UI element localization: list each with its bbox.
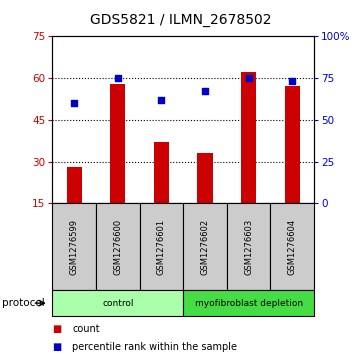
Text: GSM1276601: GSM1276601 xyxy=(157,219,166,275)
Text: GSM1276604: GSM1276604 xyxy=(288,219,297,275)
Bar xyxy=(241,73,256,203)
Point xyxy=(290,78,295,84)
Text: GSM1276600: GSM1276600 xyxy=(113,219,122,275)
Point xyxy=(202,89,208,94)
Text: GDS5821 / ILMN_2678502: GDS5821 / ILMN_2678502 xyxy=(90,13,271,27)
Point xyxy=(246,75,252,81)
Point xyxy=(115,75,121,81)
Bar xyxy=(110,83,125,203)
Bar xyxy=(284,86,300,203)
Text: control: control xyxy=(102,299,134,307)
Text: percentile rank within the sample: percentile rank within the sample xyxy=(72,342,237,352)
Bar xyxy=(197,153,213,203)
Text: myofibroblast depletion: myofibroblast depletion xyxy=(195,299,303,307)
Text: ■: ■ xyxy=(52,342,62,352)
Point xyxy=(71,100,77,106)
Text: GSM1276603: GSM1276603 xyxy=(244,219,253,275)
Point xyxy=(158,97,164,103)
Text: ■: ■ xyxy=(52,323,62,334)
Bar xyxy=(154,142,169,203)
Text: protocol: protocol xyxy=(2,298,44,308)
Text: GSM1276602: GSM1276602 xyxy=(200,219,209,275)
Text: GSM1276599: GSM1276599 xyxy=(70,219,79,275)
Text: count: count xyxy=(72,323,100,334)
Bar xyxy=(66,167,82,203)
